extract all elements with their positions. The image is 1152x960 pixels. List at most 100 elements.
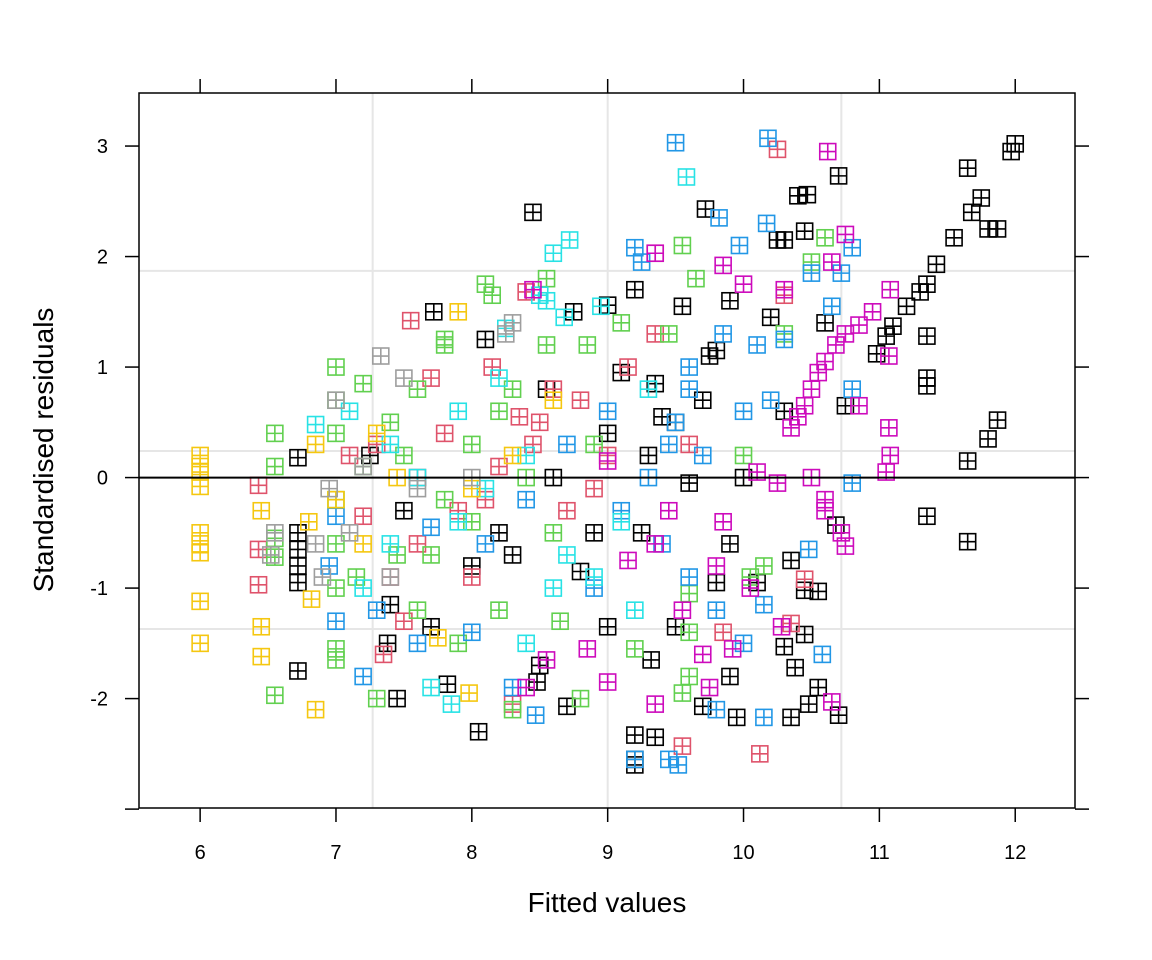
- point-cross: [599, 618, 616, 635]
- point-cross: [647, 696, 664, 713]
- data-point: [897, 297, 916, 316]
- data-point: [571, 391, 590, 410]
- x-tick-label: 11: [869, 842, 890, 864]
- data-point: [660, 435, 678, 454]
- point-cross: [253, 618, 270, 635]
- data-point: [680, 568, 698, 586]
- point-cross: [837, 325, 854, 342]
- point-cross: [613, 314, 630, 331]
- point-cross: [687, 270, 704, 287]
- point-cross: [327, 580, 344, 597]
- point-cross: [266, 425, 283, 442]
- point-cross: [694, 646, 711, 663]
- data-point: [381, 413, 400, 432]
- data-point: [592, 297, 610, 316]
- data-point: [524, 280, 542, 299]
- point-cross: [751, 745, 768, 762]
- point-cross: [827, 336, 844, 353]
- data-point: [823, 297, 841, 316]
- data-point: [741, 579, 760, 597]
- point-cross: [266, 524, 283, 541]
- y-tick-label: -2: [90, 689, 108, 711]
- point-cross: [918, 508, 935, 525]
- data-point: [755, 708, 773, 727]
- data-point: [799, 695, 818, 713]
- point-cross: [674, 685, 691, 702]
- data-point: [327, 651, 345, 669]
- data-point: [927, 255, 946, 274]
- data-point: [816, 228, 834, 247]
- point-cross: [524, 281, 541, 298]
- data-point: [395, 369, 413, 387]
- data-point: [721, 535, 739, 553]
- point-cross: [678, 168, 695, 185]
- point-cross: [463, 624, 480, 641]
- data-point: [372, 347, 390, 365]
- data-point: [832, 264, 851, 282]
- point-cross: [633, 254, 650, 271]
- x-tick-label: 10: [732, 842, 754, 864]
- data-point: [829, 167, 848, 185]
- point-cross: [314, 569, 331, 586]
- point-cross: [762, 309, 779, 326]
- point-cross: [491, 602, 507, 619]
- point-cross: [599, 425, 616, 442]
- point-cross: [715, 325, 732, 342]
- point-cross: [423, 370, 440, 387]
- point-cross: [307, 436, 324, 453]
- data-point: [496, 325, 515, 343]
- point-cross: [755, 557, 772, 574]
- data-point: [598, 296, 617, 314]
- data-point: [449, 303, 468, 321]
- point-cross: [681, 359, 698, 376]
- point-cross: [436, 491, 453, 508]
- point-cross: [796, 397, 813, 414]
- point-cross: [823, 693, 840, 710]
- data-point: [401, 311, 420, 330]
- point-cross: [803, 381, 820, 398]
- point-cross: [789, 187, 806, 204]
- data-point: [782, 614, 800, 633]
- data-point: [388, 546, 406, 564]
- point-cross: [436, 331, 453, 348]
- data-point: [677, 168, 696, 186]
- data-point: [558, 501, 576, 520]
- point-cross: [823, 298, 840, 315]
- data-point: [962, 203, 981, 222]
- point-cross: [749, 336, 766, 353]
- data-point: [483, 358, 502, 376]
- point-cross: [368, 690, 385, 707]
- point-cross: [307, 701, 324, 718]
- point-cross: [814, 646, 831, 663]
- point-cross: [928, 256, 945, 273]
- point-cross: [946, 229, 963, 246]
- point-cross: [289, 557, 306, 574]
- point-cross: [470, 723, 487, 740]
- data-point: [528, 673, 546, 691]
- data-point: [435, 330, 454, 349]
- point-cross: [830, 167, 847, 184]
- data-point: [759, 129, 777, 148]
- point-cross: [769, 231, 786, 248]
- data-point: [881, 446, 900, 465]
- data-point: [503, 700, 522, 719]
- point-cross: [303, 591, 320, 608]
- data-point: [249, 575, 268, 594]
- point-cross: [250, 477, 267, 494]
- point-cross: [880, 348, 897, 365]
- data-point: [347, 568, 366, 586]
- point-cross: [423, 679, 440, 696]
- point-cross: [348, 569, 365, 586]
- point-cross: [355, 375, 372, 392]
- data-point: [544, 391, 563, 410]
- data-point: [408, 601, 427, 619]
- data-point: [799, 540, 818, 559]
- point-cross: [626, 602, 643, 619]
- data-point: [911, 283, 929, 301]
- data-point: [748, 336, 766, 354]
- data-point: [460, 684, 478, 702]
- data-point: [680, 435, 698, 454]
- data-point: [680, 380, 698, 398]
- point-cross: [823, 254, 840, 271]
